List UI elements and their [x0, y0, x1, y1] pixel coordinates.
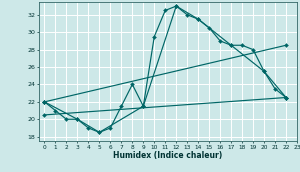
X-axis label: Humidex (Indice chaleur): Humidex (Indice chaleur) — [113, 151, 223, 160]
